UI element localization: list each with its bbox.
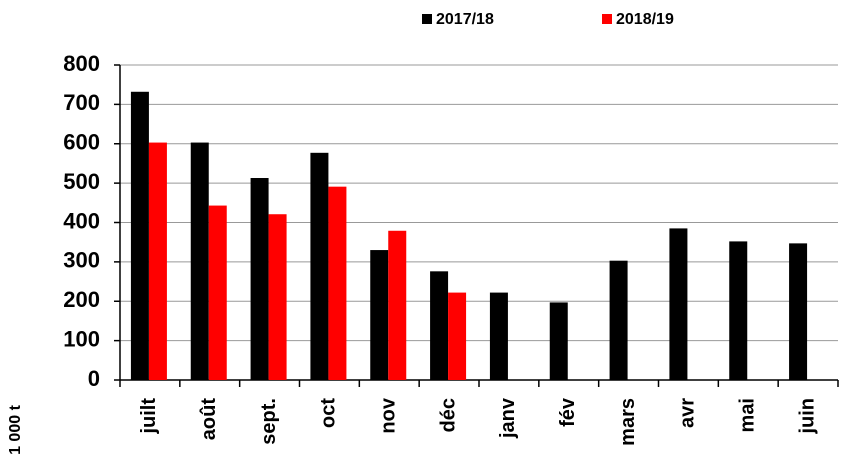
bar bbox=[388, 230, 407, 380]
legend-label: 2017/18 bbox=[436, 11, 494, 28]
y-tick-label: 200 bbox=[63, 287, 100, 312]
x-tick-label: mai bbox=[737, 398, 759, 432]
y-tick-label: 600 bbox=[63, 130, 100, 155]
y-tick-label: 400 bbox=[63, 208, 100, 233]
x-tick-label: fév bbox=[557, 397, 579, 427]
bar bbox=[250, 178, 269, 380]
bar bbox=[549, 302, 568, 380]
bar bbox=[489, 292, 508, 380]
bar bbox=[268, 214, 287, 380]
x-tick-label: sept. bbox=[258, 398, 280, 445]
x-tick-label: juin bbox=[796, 398, 818, 435]
y-tick-label: 700 bbox=[63, 90, 100, 115]
x-tick-label: mars bbox=[617, 398, 639, 446]
bar bbox=[370, 250, 389, 380]
x-tick-label: janv bbox=[497, 397, 519, 439]
bar bbox=[148, 142, 167, 380]
bar bbox=[609, 260, 628, 380]
y-axis-label: 1 000 t bbox=[7, 404, 24, 454]
x-tick-label: avr bbox=[677, 398, 699, 428]
bar bbox=[328, 186, 347, 380]
y-tick-label: 500 bbox=[63, 169, 100, 194]
x-tick-label: juilt bbox=[138, 398, 160, 435]
legend-swatch bbox=[602, 14, 612, 24]
bar bbox=[448, 292, 467, 380]
bar bbox=[310, 152, 329, 380]
y-tick-label: 800 bbox=[63, 51, 100, 76]
bar bbox=[789, 243, 808, 380]
bar bbox=[208, 205, 227, 380]
bar bbox=[130, 91, 149, 381]
bar bbox=[669, 228, 688, 380]
x-tick-label: nov bbox=[378, 397, 400, 433]
x-tick-label: déc bbox=[437, 398, 459, 432]
bar bbox=[729, 241, 748, 380]
y-tick-label: 300 bbox=[63, 248, 100, 273]
y-tick-label: 100 bbox=[63, 326, 100, 351]
bar bbox=[430, 271, 449, 380]
legend-swatch bbox=[422, 14, 432, 24]
bar bbox=[190, 142, 209, 380]
legend-label: 2018/19 bbox=[616, 11, 674, 28]
x-tick-label: oct bbox=[318, 398, 340, 428]
y-tick-label: 0 bbox=[88, 366, 100, 391]
x-tick-label: août bbox=[198, 398, 220, 441]
